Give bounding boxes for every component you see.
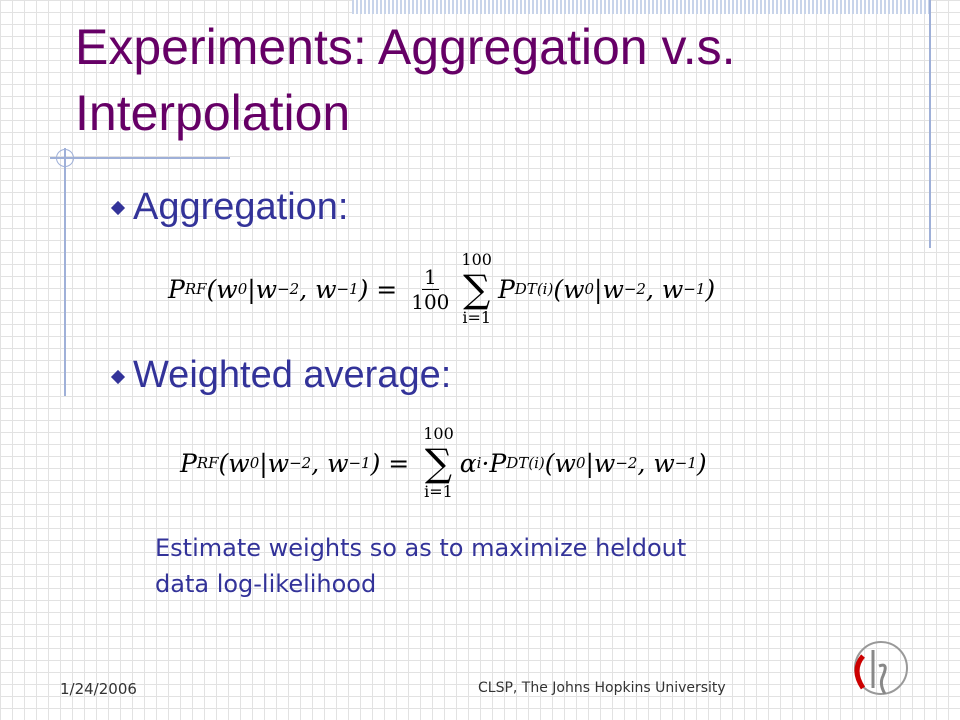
sum-symbol: ∑	[463, 267, 491, 311]
sum-lower: i=1	[462, 308, 492, 327]
formula: P RF (w 0 |w −2, w −1) = 1 100 100 ∑ i=1 P DT(i) (w 0 |…	[168, 244, 715, 334]
formula-text: P	[180, 448, 197, 478]
formula-subscript: −1	[348, 454, 371, 472]
formula-text: |w	[259, 448, 290, 478]
formula-text: |w	[585, 448, 616, 478]
formula-text: , w	[311, 448, 349, 478]
formula-text: (w	[218, 448, 250, 478]
numerator: 1	[421, 264, 439, 290]
formula-subscript: RF	[184, 280, 207, 298]
formula-text: , w	[299, 274, 337, 304]
decor-circle	[56, 149, 74, 167]
note: Estimate weights so as to maximize heldo…	[155, 530, 686, 602]
decor-line	[929, 0, 931, 248]
formula-text: )	[696, 448, 707, 478]
bullet-text: Weighted average:	[133, 354, 452, 396]
bullet-text: Aggregation:	[133, 186, 349, 228]
logo	[854, 641, 908, 695]
formula-subscript: RF	[196, 454, 219, 472]
formula-text: α	[459, 448, 477, 478]
formula-text: (w	[553, 274, 585, 304]
note-line: data log-likelihood	[155, 570, 377, 598]
formula-subscript: DT(i)	[514, 280, 554, 298]
footer-date: 1/24/2006	[60, 680, 137, 698]
formula-subscript: −1	[674, 454, 697, 472]
decor-line	[64, 148, 66, 396]
decor-line	[50, 157, 230, 159]
formula-text: (w	[544, 448, 576, 478]
formula-subscript: i	[476, 454, 482, 472]
sum-upper: 100	[423, 424, 454, 443]
formula-subscript: −1	[683, 280, 706, 298]
summation: 100 ∑ i=1	[423, 425, 454, 501]
formula-text: )	[705, 274, 716, 304]
fraction: 1 100	[411, 265, 449, 314]
sum-lower: i=1	[424, 482, 453, 501]
formula-subscript: DT(i)	[506, 454, 545, 472]
formula-text: ) =	[358, 274, 406, 304]
note-line: Estimate weights so as to maximize heldo…	[155, 534, 687, 562]
formula-subscript: −2	[289, 454, 312, 472]
denominator: 100	[411, 289, 450, 314]
formula: P RF (w 0 |w −2, w −1) = 100 ∑ i=1 α i ·P DT(i) (w 0 |w…	[180, 418, 707, 508]
formula-text: |w	[594, 274, 624, 304]
decor-bar	[352, 0, 930, 14]
formula-text: ) =	[370, 448, 418, 478]
formula-text: , w	[645, 274, 684, 304]
sum-upper: 100	[461, 250, 492, 269]
bullet-marker	[110, 369, 126, 385]
title: Experiments: Aggregation v.s. Interpolat…	[75, 19, 736, 141]
formula-text: (w	[206, 274, 238, 304]
formula-text: , w	[637, 448, 675, 478]
formula-subscript: −2	[623, 280, 646, 298]
formula-subscript: 0	[584, 280, 595, 298]
sum-symbol: ∑	[424, 441, 453, 485]
bullet-marker	[110, 200, 126, 216]
footer-org: CLSP, The Johns Hopkins University	[478, 680, 726, 696]
formula-subscript: −2	[277, 280, 300, 298]
formula-text: P	[168, 274, 185, 304]
formula-subscript: 0	[575, 454, 586, 472]
formula-subscript: −1	[336, 280, 359, 298]
formula-subscript: −2	[615, 454, 638, 472]
summation: 100 ∑ i=1	[461, 251, 492, 327]
formula-subscript: 0	[249, 454, 260, 472]
formula-text: P	[497, 274, 515, 304]
formula-text: |w	[247, 274, 278, 304]
formula-text: ·P	[481, 448, 507, 478]
formula-subscript: 0	[237, 280, 248, 298]
